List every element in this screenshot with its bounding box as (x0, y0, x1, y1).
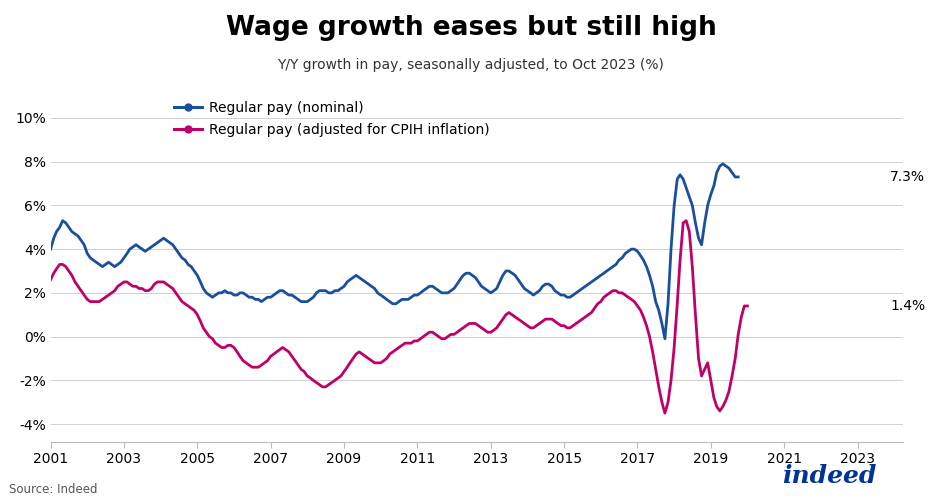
Text: Wage growth eases but still high: Wage growth eases but still high (226, 15, 716, 41)
Text: 1.4%: 1.4% (890, 299, 925, 313)
Text: Y/Y growth in pay, seasonally adjusted, to Oct 2023 (%): Y/Y growth in pay, seasonally adjusted, … (278, 58, 664, 72)
Text: Source: Indeed: Source: Indeed (9, 483, 98, 496)
Legend: Regular pay (nominal), Regular pay (adjusted for CPIH inflation): Regular pay (nominal), Regular pay (adju… (169, 96, 495, 142)
Text: 7.3%: 7.3% (890, 170, 925, 184)
Text: indeed: indeed (782, 464, 876, 488)
